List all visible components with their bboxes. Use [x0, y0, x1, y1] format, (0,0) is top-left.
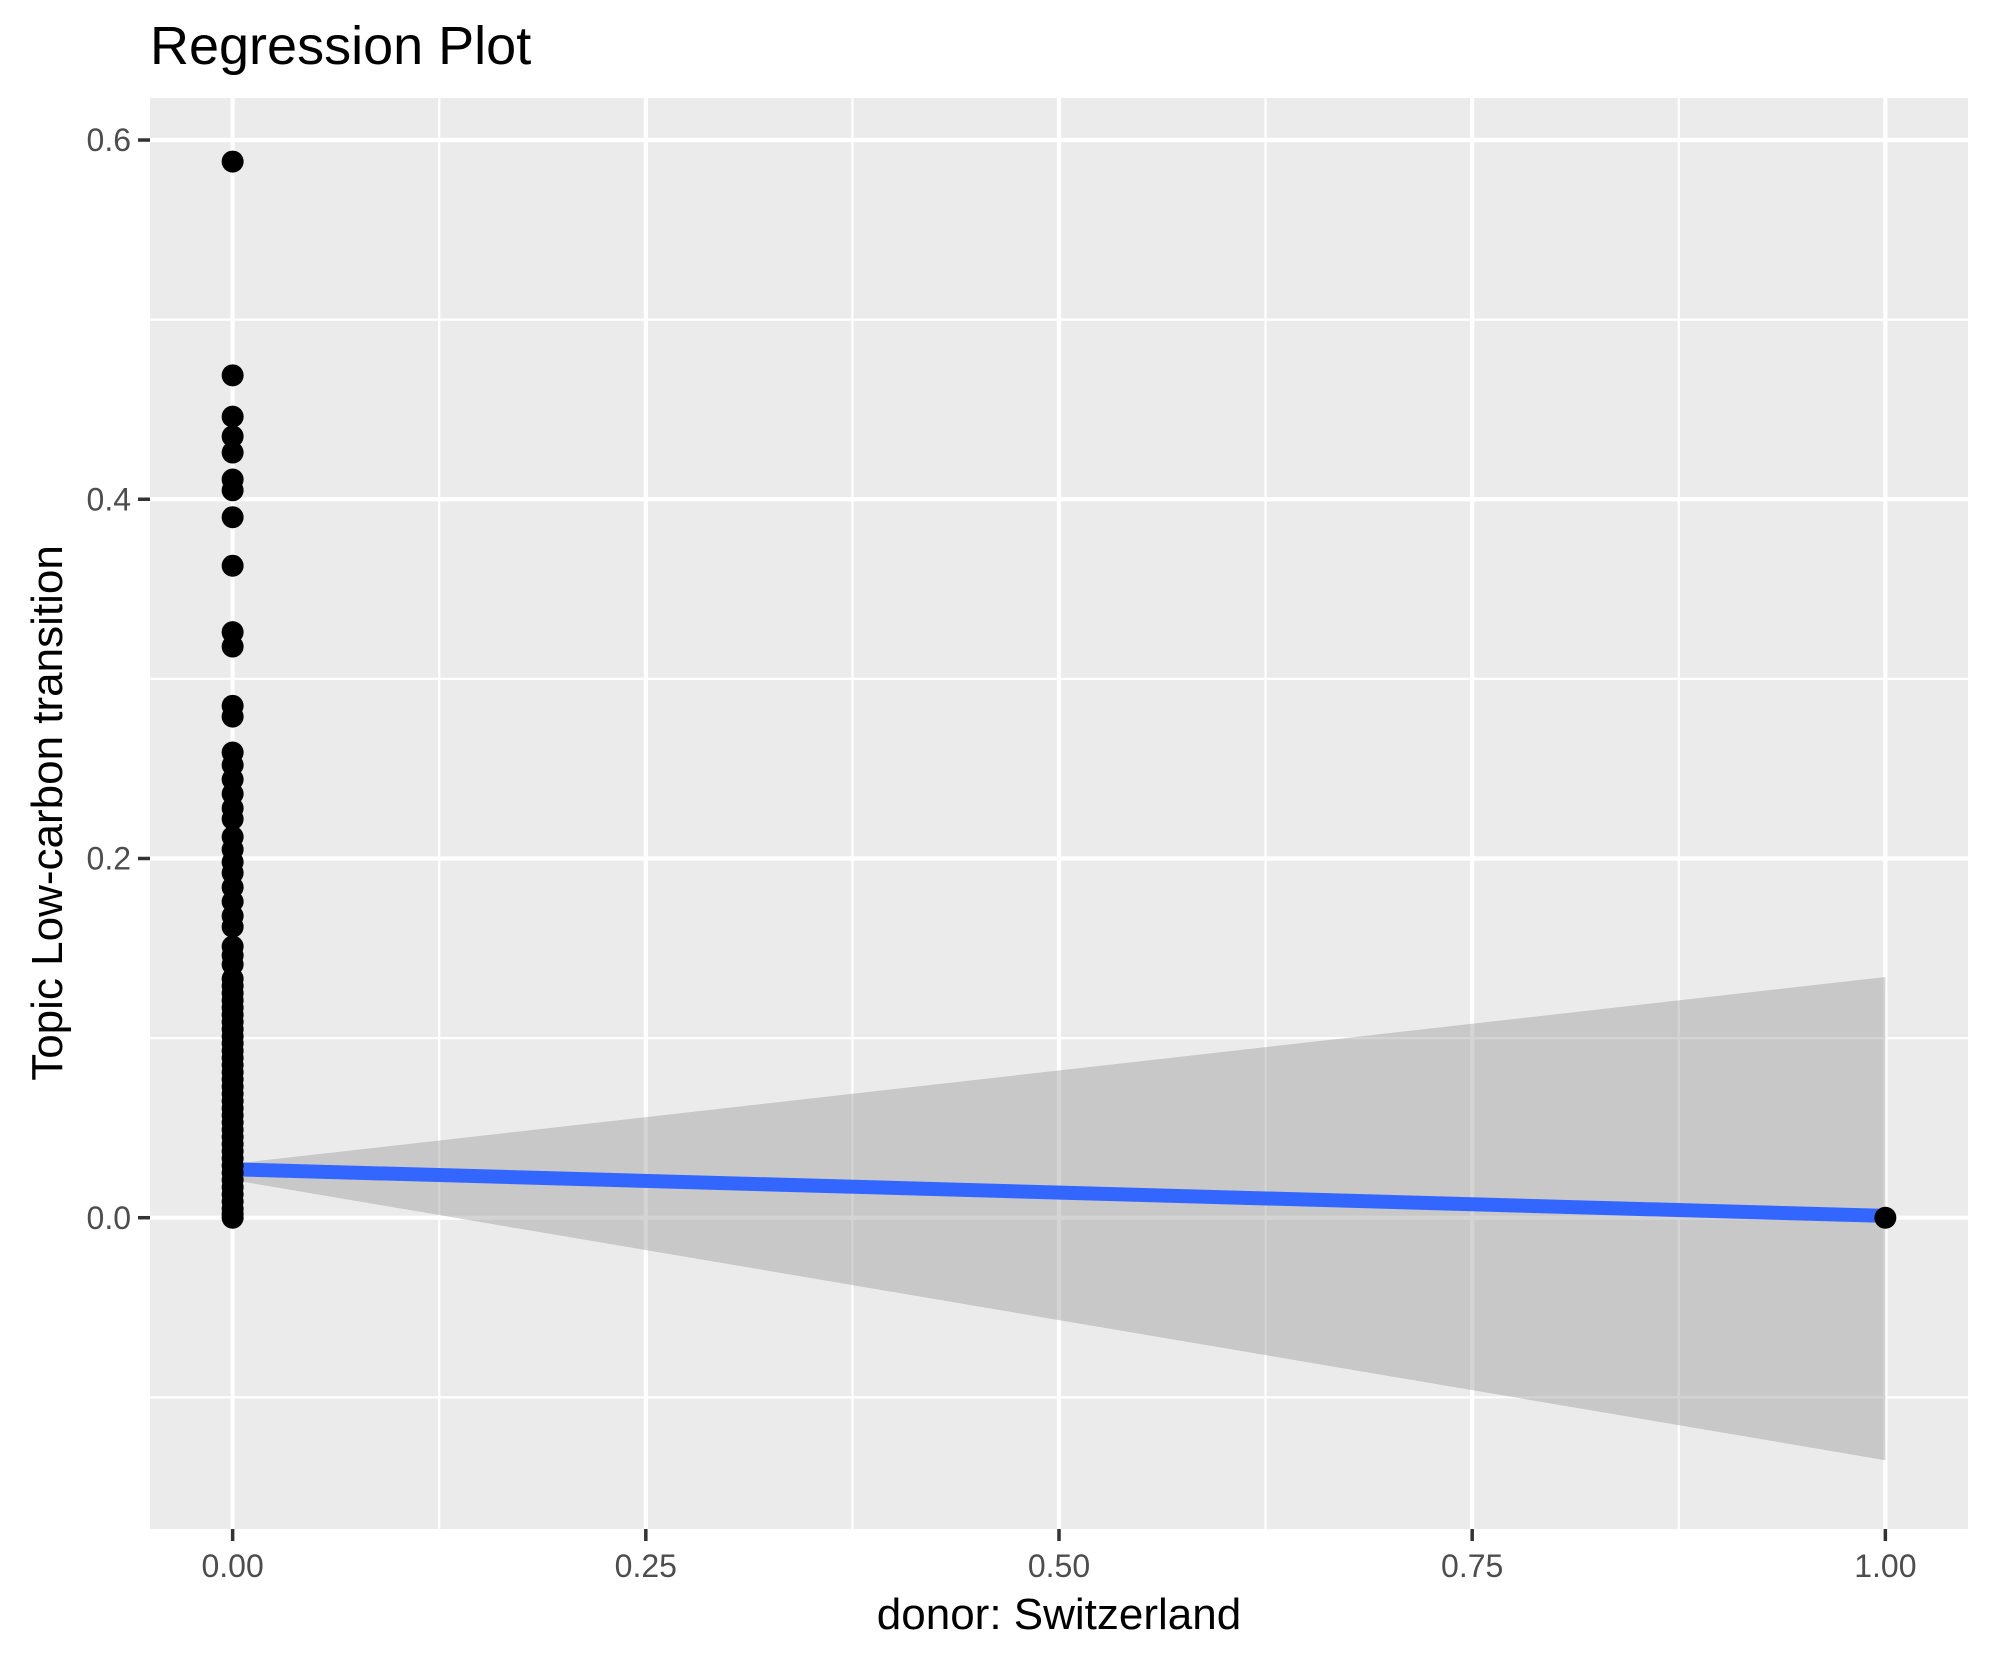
scatter-point: [221, 425, 244, 448]
scatter-point: [221, 635, 244, 658]
scatter-point: [221, 807, 244, 830]
gridlines-major: [150, 98, 1968, 1529]
scatter-point: [221, 915, 244, 938]
plot-title: Regression Plot: [150, 16, 531, 76]
x-tick-label: 0.50: [1028, 1548, 1090, 1584]
y-tick-label: 0.6: [87, 122, 131, 158]
y-tick-label: 0.4: [87, 481, 131, 517]
regression-line: [232, 1162, 1886, 1223]
x-tick-labels: 0.00 0.25 0.50 0.75 1.00: [201, 1548, 1916, 1584]
scatter-points: [221, 150, 1897, 1229]
y-tick-label: 0.2: [87, 841, 131, 877]
y-tick-labels: 0.6 0.4 0.2 0.0: [87, 122, 131, 1236]
scatter-point: [1874, 1206, 1897, 1229]
scatter-point: [221, 364, 244, 387]
y-axis-title: Topic Low-carbon transition: [23, 545, 72, 1081]
scatter-point: [221, 479, 244, 502]
x-tick-label: 1.00: [1854, 1548, 1916, 1584]
x-tick-label: 0.00: [201, 1548, 263, 1584]
axis-tick-marks: [138, 138, 1888, 1541]
scatter-point: [221, 150, 244, 173]
scatter-point: [221, 506, 244, 529]
confidence-ribbon: [232, 977, 1886, 1461]
x-axis-title: donor: Switzerland: [877, 1590, 1241, 1639]
scatter-point: [221, 441, 244, 464]
y-tick-label: 0.0: [87, 1200, 131, 1236]
x-tick-label: 0.75: [1441, 1548, 1503, 1584]
x-tick-label: 0.25: [615, 1548, 677, 1584]
regression-line-group: [232, 1162, 1886, 1223]
scatter-point: [221, 1206, 244, 1229]
confidence-ribbon-area: [232, 977, 1886, 1461]
scatter-point: [221, 705, 244, 728]
scatter-point: [221, 405, 244, 428]
scatter-point: [221, 554, 244, 577]
